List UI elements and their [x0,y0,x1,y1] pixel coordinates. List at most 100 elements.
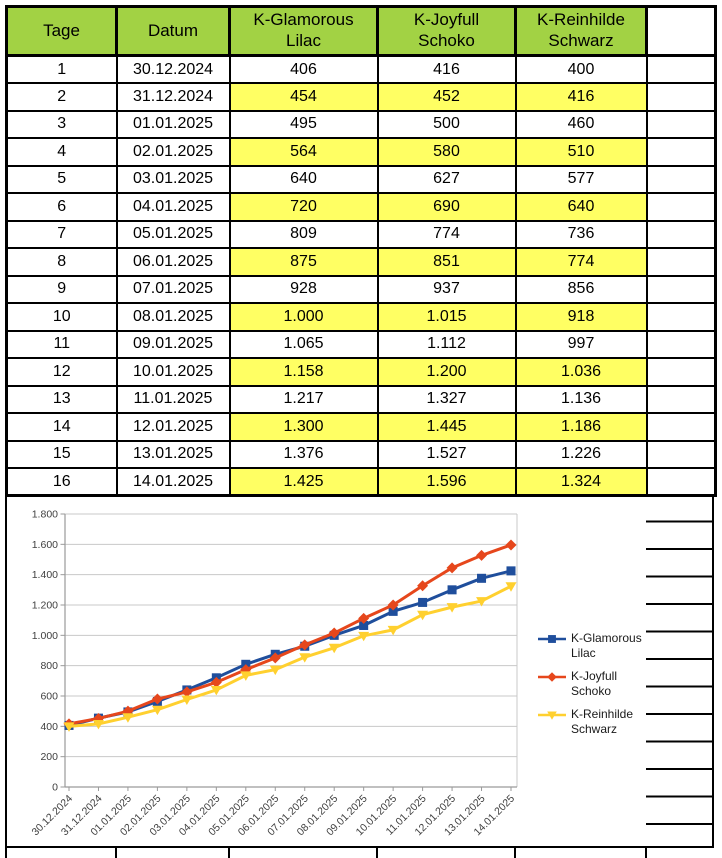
day-cell[interactable]: 15 [5,439,118,469]
day-cell[interactable]: 16 [5,467,118,497]
date-cell[interactable]: 04.01.2025 [115,192,231,222]
column-header-blank[interactable] [645,5,717,57]
value-cell[interactable]: 500 [376,109,517,139]
date-cell[interactable]: 01.01.2025 [115,109,231,139]
value-cell[interactable]: 1.327 [376,384,517,414]
value-cell[interactable]: 809 [228,219,379,249]
empty-cell[interactable] [645,247,717,277]
date-cell[interactable]: 06.01.2025 [115,247,231,277]
value-cell[interactable]: 1.376 [228,439,379,469]
value-cell[interactable]: 1.000 [228,302,379,332]
value-cell[interactable]: 1.036 [514,357,648,387]
day-cell[interactable]: 14 [5,412,118,442]
day-cell[interactable]: 5 [5,164,118,194]
empty-cell[interactable] [645,467,717,497]
date-cell[interactable]: 08.01.2025 [115,302,231,332]
value-cell[interactable]: 774 [376,219,517,249]
empty-cell[interactable] [645,54,717,84]
day-cell[interactable]: 6 [5,192,118,222]
empty-cell[interactable] [645,412,717,442]
column-header-datum[interactable]: Datum [115,5,231,57]
empty-cell[interactable] [645,329,717,359]
value-cell[interactable]: 1.300 [228,412,379,442]
date-cell[interactable]: 05.01.2025 [115,219,231,249]
column-header-glamorous-lilac[interactable]: K-Glamorous Lilac [228,5,379,57]
day-cell[interactable]: 7 [5,219,118,249]
value-cell[interactable]: 1.158 [228,357,379,387]
value-cell[interactable]: 875 [228,247,379,277]
day-cell[interactable]: 3 [5,109,118,139]
value-cell[interactable]: 416 [514,82,648,112]
empty-cell[interactable] [645,219,717,249]
date-cell[interactable]: 09.01.2025 [115,329,231,359]
date-cell[interactable]: 07.01.2025 [115,274,231,304]
date-cell[interactable]: 03.01.2025 [115,164,231,194]
value-cell[interactable]: 1.200 [376,357,517,387]
empty-cell[interactable] [645,82,717,112]
day-cell[interactable]: 13 [5,384,118,414]
column-header-tage[interactable]: Tage [5,5,118,57]
value-cell[interactable]: 495 [228,109,379,139]
date-cell[interactable]: 10.01.2025 [115,357,231,387]
value-cell[interactable]: 564 [228,137,379,167]
value-cell[interactable]: 1.186 [514,412,648,442]
value-cell[interactable]: 1.015 [376,302,517,332]
value-cell[interactable]: 736 [514,219,648,249]
empty-cell[interactable] [645,137,717,167]
empty-cell[interactable] [645,274,717,304]
value-cell[interactable]: 1.136 [514,384,648,414]
date-cell[interactable]: 30.12.2024 [115,54,231,84]
value-cell[interactable]: 640 [514,192,648,222]
value-cell[interactable]: 1.217 [228,384,379,414]
value-cell[interactable]: 640 [228,164,379,194]
date-cell[interactable]: 13.01.2025 [115,439,231,469]
date-cell[interactable]: 02.01.2025 [115,137,231,167]
value-cell[interactable]: 577 [514,164,648,194]
value-cell[interactable]: 1.065 [228,329,379,359]
day-cell[interactable]: 8 [5,247,118,277]
date-cell[interactable]: 12.01.2025 [115,412,231,442]
value-cell[interactable]: 1.425 [228,467,379,497]
value-cell[interactable]: 720 [228,192,379,222]
day-cell[interactable]: 1 [5,54,118,84]
value-cell[interactable]: 690 [376,192,517,222]
date-cell[interactable]: 11.01.2025 [115,384,231,414]
day-cell[interactable]: 11 [5,329,118,359]
value-cell[interactable]: 1.527 [376,439,517,469]
empty-cell[interactable] [645,109,717,139]
value-cell[interactable]: 400 [514,54,648,84]
empty-cell[interactable] [645,192,717,222]
value-cell[interactable]: 416 [376,54,517,84]
column-header-reinhilde-schwarz[interactable]: K-Reinhilde Schwarz [514,5,648,57]
value-cell[interactable]: 1.445 [376,412,517,442]
day-cell[interactable]: 4 [5,137,118,167]
value-cell[interactable]: 1.112 [376,329,517,359]
empty-cell[interactable] [645,439,717,469]
value-cell[interactable]: 856 [514,274,648,304]
value-cell[interactable]: 454 [228,82,379,112]
value-cell[interactable]: 510 [514,137,648,167]
date-cell[interactable]: 14.01.2025 [115,467,231,497]
value-cell[interactable]: 774 [514,247,648,277]
date-cell[interactable]: 31.12.2024 [115,82,231,112]
value-cell[interactable]: 997 [514,329,648,359]
value-cell[interactable]: 918 [514,302,648,332]
value-cell[interactable]: 627 [376,164,517,194]
day-cell[interactable]: 2 [5,82,118,112]
value-cell[interactable]: 1.226 [514,439,648,469]
empty-cell[interactable] [645,357,717,387]
value-cell[interactable]: 1.324 [514,467,648,497]
day-cell[interactable]: 9 [5,274,118,304]
column-header-joyfull-schoko[interactable]: K-Joyfull Schoko [376,5,517,57]
day-cell[interactable]: 12 [5,357,118,387]
line-chart[interactable]: 02004006008001.0001.2001.4001.6001.80030… [0,498,722,846]
value-cell[interactable]: 580 [376,137,517,167]
empty-cell[interactable] [645,384,717,414]
value-cell[interactable]: 406 [228,54,379,84]
value-cell[interactable]: 937 [376,274,517,304]
value-cell[interactable]: 928 [228,274,379,304]
day-cell[interactable]: 10 [5,302,118,332]
value-cell[interactable]: 1.596 [376,467,517,497]
value-cell[interactable]: 460 [514,109,648,139]
empty-cell[interactable] [645,164,717,194]
